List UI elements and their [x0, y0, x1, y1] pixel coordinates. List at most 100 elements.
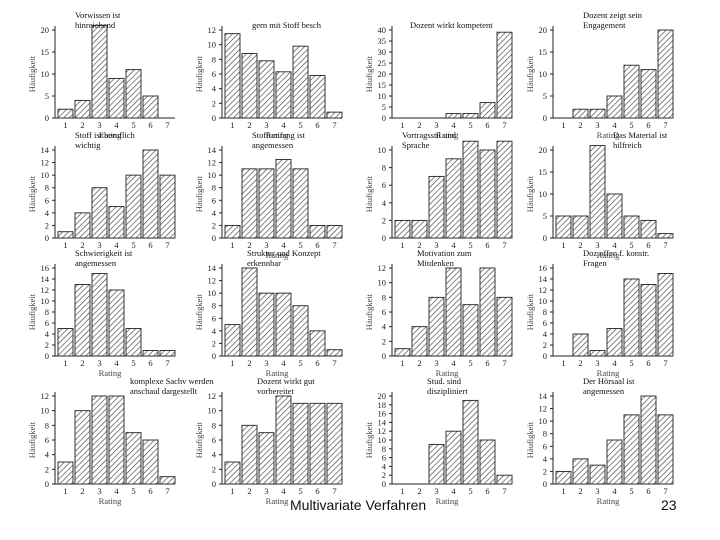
y-tick-label: 6 [382, 180, 386, 190]
bar [589, 108, 606, 119]
chart-title: Stud. sind diszipliniert [427, 376, 468, 396]
bar [623, 278, 640, 357]
y-axis-label: Häufigkeit [194, 175, 204, 212]
y-tick-label: 2 [45, 220, 49, 230]
x-tick-label: 1 [400, 486, 404, 496]
y-tick-label: 4 [212, 450, 217, 460]
x-tick-label: 4 [451, 486, 456, 496]
y-axis-label: Häufigkeit [364, 175, 374, 212]
x-tick-label: 3 [264, 120, 268, 130]
bar [142, 95, 159, 119]
x-tick-label: 4 [451, 358, 456, 368]
bar [125, 174, 142, 239]
y-tick-label: 6 [45, 195, 49, 205]
y-tick-label: 10 [208, 288, 217, 298]
y-tick-label: 12 [378, 263, 387, 273]
x-axis-label: Rating [99, 368, 122, 378]
bar [428, 443, 445, 485]
y-tick-label: 12 [41, 285, 50, 295]
y-tick-label: 5 [543, 211, 547, 221]
bar [640, 219, 657, 239]
x-tick-label: 1 [63, 120, 67, 130]
bar [142, 350, 159, 357]
chart-title: komplexe Sachv werden anschaul dargestell… [130, 376, 214, 396]
y-tick-label: 10 [41, 170, 50, 180]
x-tick-label: 7 [332, 358, 336, 368]
bar [606, 193, 623, 239]
x-tick-label: 6 [646, 240, 650, 250]
y-tick-label: 2 [382, 470, 386, 480]
x-tick-label: 1 [400, 120, 404, 130]
x-tick-label: 6 [315, 120, 319, 130]
bar [479, 102, 496, 119]
y-tick-label: 0 [45, 351, 49, 361]
y-axis-label: Häufigkeit [364, 293, 374, 330]
x-tick-label: 7 [663, 358, 667, 368]
chart-title: Dozent wirkt gut vorbereitet [257, 376, 315, 396]
x-tick-label: 1 [230, 120, 234, 130]
bar [91, 187, 108, 239]
y-tick-label: 4 [382, 198, 387, 208]
bar [292, 305, 309, 357]
x-axis-label: Rating [266, 130, 289, 140]
bar [241, 424, 258, 485]
bar [159, 476, 176, 485]
x-tick-label: 5 [298, 486, 302, 496]
y-axis-label: Häufigkeit [194, 293, 204, 330]
y-tick-label: 0 [382, 479, 386, 489]
x-tick-label: 6 [646, 486, 650, 496]
x-tick-label: 5 [131, 120, 135, 130]
y-axis-label: Häufigkeit [525, 175, 535, 212]
y-tick-label: 8 [382, 163, 386, 173]
bar [479, 149, 496, 239]
bar [74, 212, 91, 239]
x-tick-label: 3 [97, 240, 101, 250]
x-axis-label: Rating [436, 368, 459, 378]
x-tick-label: 7 [663, 240, 667, 250]
y-tick-label: 10 [378, 278, 387, 288]
x-tick-label: 1 [63, 486, 67, 496]
bar [125, 432, 142, 485]
x-tick-label: 2 [247, 358, 251, 368]
x-tick-label: 2 [578, 120, 582, 130]
x-axis-label: Rating [436, 496, 459, 506]
y-tick-label: 8 [212, 420, 216, 430]
bar [224, 324, 241, 357]
x-tick-label: 6 [485, 358, 489, 368]
bar [445, 267, 462, 357]
y-tick-label: 12 [208, 25, 217, 35]
y-axis-label: Häufigkeit [27, 293, 37, 330]
y-tick-label: 16 [378, 409, 387, 419]
bar [555, 470, 572, 485]
footer-title: Multivariate Verfahren [290, 497, 427, 513]
x-tick-label: 1 [561, 120, 565, 130]
x-tick-label: 6 [148, 240, 152, 250]
x-tick-label: 1 [63, 240, 67, 250]
bar [74, 410, 91, 485]
x-tick-label: 6 [315, 486, 319, 496]
y-tick-label: 20 [539, 25, 548, 35]
x-tick-label: 2 [578, 358, 582, 368]
y-tick-label: 4 [212, 84, 217, 94]
histogram-1: 0 5 10 15 20 1 2 3 4 5 6 7 Rating Häufigkeit Vorwissen… [27, 10, 175, 140]
y-tick-label: 10 [539, 69, 548, 79]
x-tick-label: 3 [264, 486, 268, 496]
x-tick-label: 4 [281, 358, 286, 368]
bar [326, 349, 343, 357]
x-tick-label: 7 [165, 240, 169, 250]
bar [241, 267, 258, 357]
y-tick-label: 10 [208, 40, 217, 50]
x-axis-label: Rating [266, 368, 289, 378]
x-tick-label: 6 [315, 240, 319, 250]
x-tick-label: 4 [114, 486, 119, 496]
x-tick-label: 6 [485, 486, 489, 496]
bar [623, 414, 640, 485]
y-tick-label: 6 [382, 307, 386, 317]
x-tick-label: 5 [629, 486, 633, 496]
y-tick-label: 4 [212, 208, 217, 218]
chart-title: gern mit Stoff besch [252, 20, 322, 30]
bar [462, 399, 479, 485]
y-axis-label: Häufigkeit [27, 421, 37, 458]
